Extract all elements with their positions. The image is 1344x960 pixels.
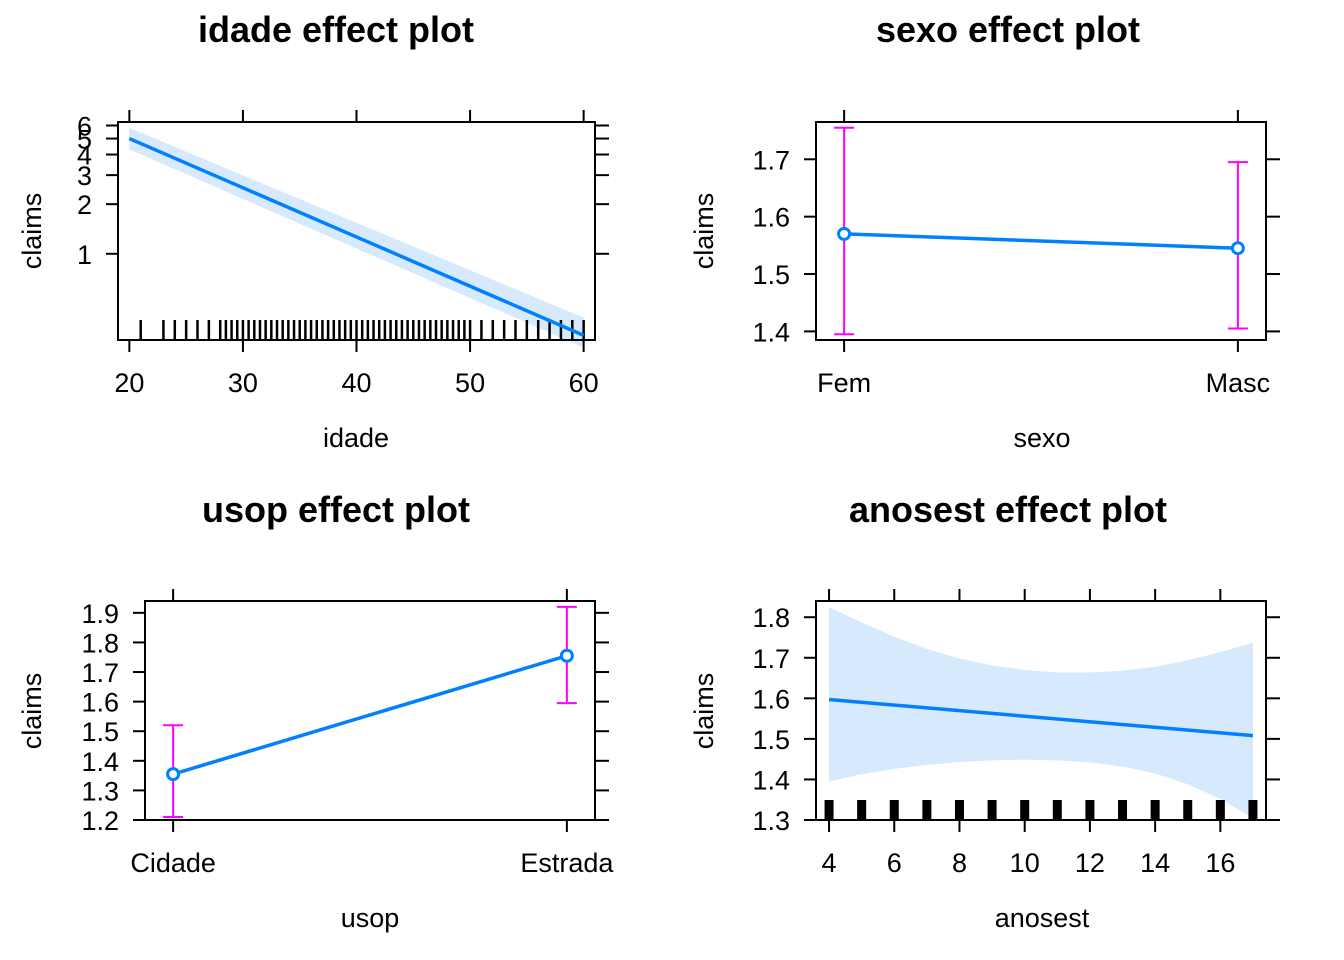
data-point — [837, 226, 852, 241]
x-axis-label: sexo — [1013, 423, 1070, 453]
x-axis-label: anosest — [995, 903, 1090, 933]
x-tick-label: 60 — [569, 368, 599, 398]
effect-line — [172, 654, 568, 776]
x-tick-label: 4 — [822, 848, 837, 878]
panel-usop: usop effect plot usop claims Cidade Estra… — [17, 489, 614, 933]
y-tick-label: 1.6 — [752, 203, 790, 233]
plot-frame — [815, 600, 1267, 821]
y-tick-label: 1.5 — [81, 717, 119, 747]
confidence-band — [829, 607, 1253, 818]
effect-line — [844, 232, 1238, 250]
data-point — [166, 767, 181, 782]
y-axis-label: claims — [17, 673, 47, 750]
y-tick-label: 1.8 — [752, 603, 790, 633]
x-tick-label: 30 — [228, 368, 258, 398]
data-point — [1230, 241, 1245, 256]
x-tick-label: Masc — [1206, 368, 1271, 398]
y-tick-label: 1.8 — [81, 628, 119, 658]
data-point — [559, 648, 574, 663]
plot-frame — [815, 121, 1267, 341]
panel-sexo: sexo effect plot sexo claims Fem Masc 1.4 1… — [689, 9, 1280, 453]
panel-title: usop effect plot — [202, 489, 470, 530]
x-tick-label: Fem — [817, 368, 871, 398]
y-tick-label: 1.2 — [81, 806, 119, 836]
x-tick-label: 8 — [952, 848, 967, 878]
y-tick-label: 5 — [77, 125, 92, 155]
x-axis-label: usop — [341, 903, 400, 933]
y-tick-label: 4 — [77, 141, 92, 171]
y-tick-label: 1.9 — [81, 599, 119, 629]
y-tick-label: 1.3 — [81, 776, 119, 806]
y-tick-label: 1.7 — [752, 644, 790, 674]
x-tick-label: 20 — [114, 368, 144, 398]
y-tick-label: 6 — [77, 111, 92, 141]
fit-line — [828, 697, 1254, 738]
panel-idade: idade effect plot idade claims 20 30 40 50 6… — [17, 9, 609, 453]
y-tick-label: 1.6 — [81, 688, 119, 718]
x-tick-label: 40 — [341, 368, 371, 398]
y-tick-label: 1.4 — [752, 317, 790, 347]
y-tick-label: 2 — [77, 190, 92, 220]
y-axis-label: claims — [689, 193, 719, 270]
y-tick-label: 1.7 — [81, 658, 119, 688]
x-tick-label: 50 — [455, 368, 485, 398]
y-axis-label: claims — [17, 193, 47, 270]
x-tick-label: 14 — [1140, 848, 1170, 878]
y-tick-label: 1.5 — [752, 725, 790, 755]
y-tick-label: 1.6 — [752, 684, 790, 714]
plot-frame — [144, 600, 596, 821]
x-tick-label: 16 — [1205, 848, 1235, 878]
y-axis-label: claims — [689, 673, 719, 750]
x-tick-label: 6 — [887, 848, 902, 878]
x-tick-label: 10 — [1010, 848, 1040, 878]
y-tick-label: 1.5 — [752, 260, 790, 290]
panel-anosest: anosest effect plot anosest claims 4 6 8 10… — [689, 489, 1280, 933]
y-tick-label: 1 — [77, 240, 92, 270]
y-tick-label: 1.7 — [752, 145, 790, 175]
x-tick-label: Cidade — [130, 848, 216, 878]
y-tick-label: 1.3 — [752, 806, 790, 836]
y-tick-label: 3 — [77, 161, 92, 191]
panel-title: anosest effect plot — [849, 489, 1167, 530]
x-axis-label: idade — [323, 423, 389, 453]
x-tick-label: 12 — [1075, 848, 1105, 878]
x-tick-label: Estrada — [520, 848, 614, 878]
panel-title: sexo effect plot — [876, 9, 1140, 50]
rug-marks — [139, 320, 585, 340]
panel-title: idade effect plot — [198, 9, 474, 50]
y-tick-label: 1.4 — [752, 765, 790, 795]
fit-line — [128, 136, 585, 337]
y-tick-label: 1.4 — [81, 747, 119, 777]
rug-marks — [824, 800, 1258, 820]
